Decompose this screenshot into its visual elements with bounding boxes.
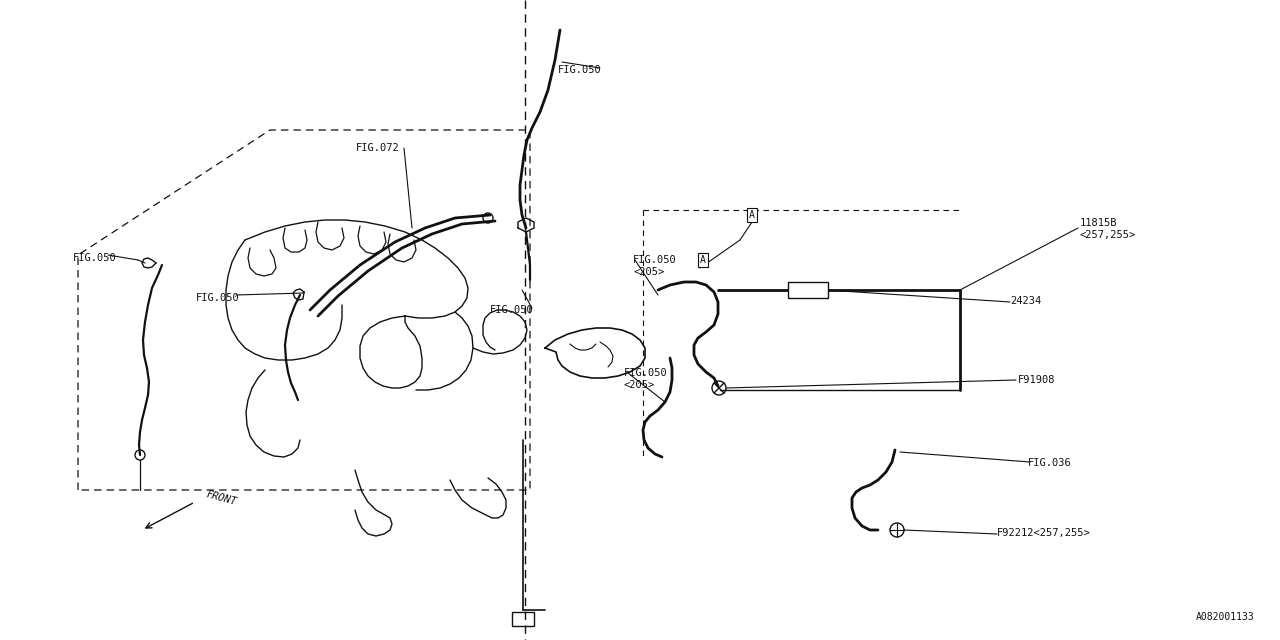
Text: A: A bbox=[749, 210, 755, 220]
Text: A: A bbox=[700, 255, 707, 265]
Text: FIG.050: FIG.050 bbox=[196, 293, 239, 303]
Text: F91908: F91908 bbox=[1018, 375, 1056, 385]
Text: FIG.072: FIG.072 bbox=[356, 143, 399, 153]
Text: A082001133: A082001133 bbox=[1197, 612, 1254, 622]
FancyBboxPatch shape bbox=[512, 612, 534, 626]
Text: FIG.050: FIG.050 bbox=[73, 253, 116, 263]
Text: FIG.050: FIG.050 bbox=[490, 305, 534, 315]
Text: FIG.050: FIG.050 bbox=[558, 65, 602, 75]
Text: FIG.036: FIG.036 bbox=[1028, 458, 1071, 468]
Text: FIG.050
<205>: FIG.050 <205> bbox=[634, 255, 677, 276]
Text: 24234: 24234 bbox=[1010, 296, 1041, 306]
FancyBboxPatch shape bbox=[788, 282, 828, 298]
Text: F92212<257,255>: F92212<257,255> bbox=[997, 528, 1091, 538]
Text: FIG.050
<205>: FIG.050 <205> bbox=[625, 368, 668, 390]
Text: 11815B
<257,255>: 11815B <257,255> bbox=[1080, 218, 1137, 239]
Text: FRONT: FRONT bbox=[205, 489, 238, 507]
